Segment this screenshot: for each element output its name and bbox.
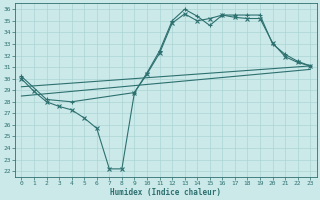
X-axis label: Humidex (Indice chaleur): Humidex (Indice chaleur): [110, 188, 221, 197]
